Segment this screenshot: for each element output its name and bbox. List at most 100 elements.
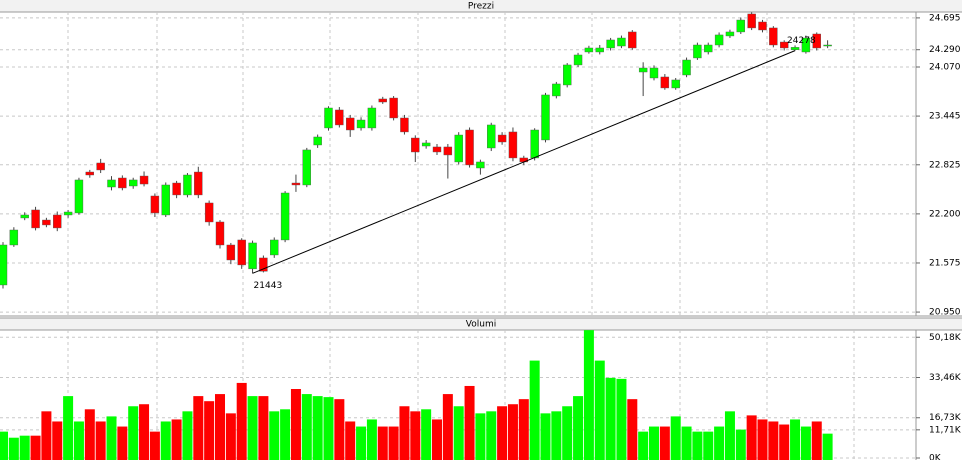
volume-bar	[518, 399, 529, 460]
volume-bar	[616, 378, 627, 460]
y-tick-label: 24.070	[929, 62, 961, 72]
volume-bar	[280, 409, 291, 460]
volume-bar	[811, 421, 822, 460]
volume-bar	[30, 435, 41, 460]
candle-body	[139, 175, 149, 185]
volume-bar	[8, 437, 19, 460]
volume-bar	[345, 421, 356, 460]
candle-body	[432, 146, 442, 153]
volume-bar	[605, 377, 616, 460]
candle-body	[584, 47, 594, 53]
volume-bar	[301, 394, 312, 460]
volume-bar	[453, 406, 464, 460]
volume-bar	[84, 409, 95, 460]
candle-body	[259, 257, 268, 272]
candle-body	[96, 162, 105, 171]
volume-bar	[41, 411, 52, 460]
volume-bar	[377, 426, 388, 460]
candle-body	[9, 229, 19, 246]
candle-body	[31, 209, 40, 229]
candle-body	[150, 195, 160, 214]
volume-bar	[312, 396, 323, 460]
candle-body	[617, 37, 626, 47]
candle-body	[573, 54, 583, 66]
candle-body	[790, 47, 800, 50]
volume-bar	[583, 330, 594, 460]
candle-body	[421, 142, 431, 147]
candle-body	[367, 107, 377, 129]
y-tick-label: 23.445	[929, 112, 961, 122]
volume-bar	[464, 385, 475, 460]
volume-bar	[149, 431, 160, 460]
annotation: 21443	[254, 281, 283, 291]
candle-body	[682, 59, 691, 76]
candle-body	[660, 76, 670, 89]
candle-body	[638, 67, 648, 73]
candle-body	[74, 179, 84, 214]
y-tick-label: 20.950	[929, 308, 961, 318]
y-tick-label: 50,18K	[929, 333, 962, 343]
candle-body	[194, 171, 203, 196]
volume-bar	[290, 389, 301, 460]
candle-body	[671, 79, 680, 89]
volume-bar	[486, 411, 497, 460]
candle-body	[346, 117, 355, 131]
y-tick-label: 21.575	[929, 258, 961, 268]
candle-body	[204, 202, 214, 223]
candle-body	[335, 109, 344, 126]
candle-body	[476, 161, 485, 169]
candle-body	[411, 137, 420, 153]
candle-body	[291, 182, 301, 186]
volume-bar	[562, 406, 573, 460]
volume-bar	[670, 416, 681, 460]
candle-body	[801, 37, 811, 53]
candle-body	[595, 47, 604, 53]
y-tick-label: 33,46K	[929, 373, 962, 383]
y-tick-label: 24.290	[929, 45, 961, 55]
candle-body	[552, 83, 561, 97]
volume-bar	[724, 411, 735, 460]
candle-body	[356, 119, 366, 129]
candle-body	[649, 67, 659, 79]
volume-bar	[225, 413, 236, 460]
volume-bar	[529, 360, 540, 460]
candle-body	[487, 124, 496, 149]
volume-bar	[204, 401, 215, 460]
candle-body	[443, 146, 453, 156]
volume-bar	[63, 396, 74, 460]
y-tick-label: 0K	[929, 454, 942, 460]
volume-bar	[735, 429, 746, 460]
volume-bar	[757, 419, 768, 460]
volume-bar	[746, 415, 757, 460]
volume-bar	[117, 426, 128, 460]
volume-bar	[638, 431, 649, 460]
candle-body	[780, 41, 789, 49]
candle-body	[693, 44, 702, 59]
volume-bar	[551, 411, 562, 460]
volume-bar	[692, 431, 703, 460]
y-tick-label: 22.200	[929, 209, 961, 219]
volume-bar	[540, 413, 551, 460]
candle-body	[63, 211, 73, 216]
candle-body	[823, 44, 832, 47]
candle-body	[172, 182, 181, 196]
candle-body	[20, 214, 29, 219]
candle-body	[747, 13, 756, 29]
candle-body	[237, 239, 246, 266]
volume-bar	[0, 431, 8, 460]
candle-body	[812, 33, 821, 49]
volume-bar	[73, 421, 84, 460]
volume-bar	[182, 411, 193, 460]
candle-body	[606, 39, 615, 49]
chart-title: Prezzi	[468, 2, 494, 12]
candle-body	[497, 134, 507, 143]
volume-bar	[356, 426, 367, 460]
candle-body	[704, 44, 713, 53]
volume-bar	[171, 419, 182, 460]
volume-bar	[366, 419, 377, 460]
candle-body	[0, 244, 8, 286]
volume-bar	[822, 433, 833, 460]
volume-bar	[790, 419, 801, 460]
candle-body	[302, 149, 311, 186]
